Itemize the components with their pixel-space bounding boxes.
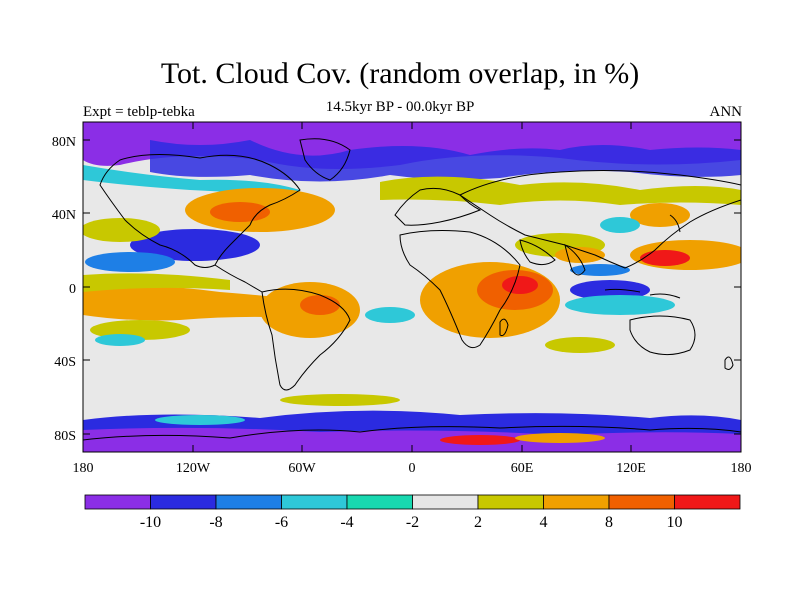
colorbar-swatch bbox=[674, 494, 741, 510]
anomaly-north-atlantic-core bbox=[210, 202, 270, 222]
colorbar-label: 10 bbox=[667, 514, 683, 531]
anomaly-indonesia-blue bbox=[570, 264, 630, 276]
colorbar-label: -6 bbox=[275, 514, 288, 531]
lat-label-80n: 80N bbox=[52, 135, 76, 150]
colorbar-swatch bbox=[608, 494, 675, 510]
colorbar-label: -4 bbox=[340, 514, 353, 531]
colorbar-swatch bbox=[84, 494, 151, 510]
time-range-subtitle: 14.5kyr BP - 00.0kyr BP bbox=[325, 99, 475, 115]
colorbar-swatch bbox=[477, 494, 544, 510]
anomaly-indian-orange bbox=[555, 247, 605, 263]
anomaly-southern-ocean-purple bbox=[83, 427, 741, 452]
longitude-axis bbox=[82, 122, 742, 452]
anomaly-maritime-cyan bbox=[565, 295, 675, 315]
lat-label-40s: 40S bbox=[54, 355, 76, 370]
colorbar-swatch bbox=[412, 494, 479, 510]
lon-label-0: 0 bbox=[409, 461, 416, 476]
anomaly-west-pacific-core bbox=[640, 250, 690, 266]
anomaly-pacific-yellow bbox=[83, 218, 160, 242]
colorbar-swatch bbox=[346, 494, 413, 510]
anomaly-eq-pacific-yellow bbox=[83, 273, 230, 292]
lon-label-180w: 180 bbox=[73, 461, 94, 476]
figure-title: Tot. Cloud Cov. (random overlap, in %) bbox=[160, 57, 640, 90]
anomaly-atlantic-negative bbox=[365, 307, 415, 323]
lat-label-80s: 80S bbox=[54, 429, 76, 444]
lon-label-120e: 120E bbox=[616, 461, 646, 476]
colorbar-label: 4 bbox=[540, 514, 548, 531]
latitude-axis bbox=[83, 139, 741, 435]
colorbar-label: 2 bbox=[474, 514, 482, 531]
anomaly-s-atlantic-yellow bbox=[280, 394, 400, 406]
colorbar-label: 8 bbox=[605, 514, 613, 531]
colorbar-swatch bbox=[150, 494, 217, 510]
anomaly-n-america-blue bbox=[85, 252, 175, 272]
colorbar-label: -10 bbox=[140, 514, 161, 531]
coastlines bbox=[83, 138, 741, 441]
anomaly-s-indian-yellow bbox=[545, 337, 615, 353]
anomaly-amazon-core bbox=[300, 295, 340, 315]
lon-label-120w: 120W bbox=[176, 461, 211, 476]
anomaly-africa-red bbox=[502, 276, 538, 294]
colorbar: -10 -8 -6 -4 -2 2 4 8 10 bbox=[84, 494, 741, 531]
colorbar-swatch bbox=[281, 494, 348, 510]
anomaly-n-america-negative bbox=[130, 229, 260, 261]
anomaly-antarctic-cyan bbox=[155, 415, 245, 425]
season-label: ANN bbox=[709, 104, 743, 120]
anomaly-japan-orange bbox=[630, 203, 690, 227]
lon-label-180e: 180 bbox=[731, 461, 752, 476]
colorbar-swatch bbox=[215, 494, 282, 510]
anomaly-arctic-blue bbox=[150, 140, 741, 182]
anomaly-antarctic-red bbox=[440, 435, 520, 445]
map-plot-area bbox=[83, 122, 741, 452]
anomaly-antarctic-orange bbox=[515, 433, 605, 443]
colorbar-label: -8 bbox=[209, 514, 222, 531]
anomaly-eq-pacific-positive bbox=[83, 286, 300, 321]
colorbar-label: -2 bbox=[406, 514, 419, 531]
lon-label-60w: 60W bbox=[288, 461, 316, 476]
lat-label-0: 0 bbox=[69, 282, 76, 297]
lat-label-40n: 40N bbox=[52, 208, 76, 223]
colorbar-swatch bbox=[543, 494, 610, 510]
lon-label-60e: 60E bbox=[511, 461, 534, 476]
anomaly-s-pacific-cyan bbox=[95, 334, 145, 346]
anomaly-arctic-yellow bbox=[380, 176, 741, 205]
anomaly-china-cyan bbox=[600, 217, 640, 233]
experiment-label: Expt = teblp-tebka bbox=[83, 104, 195, 120]
